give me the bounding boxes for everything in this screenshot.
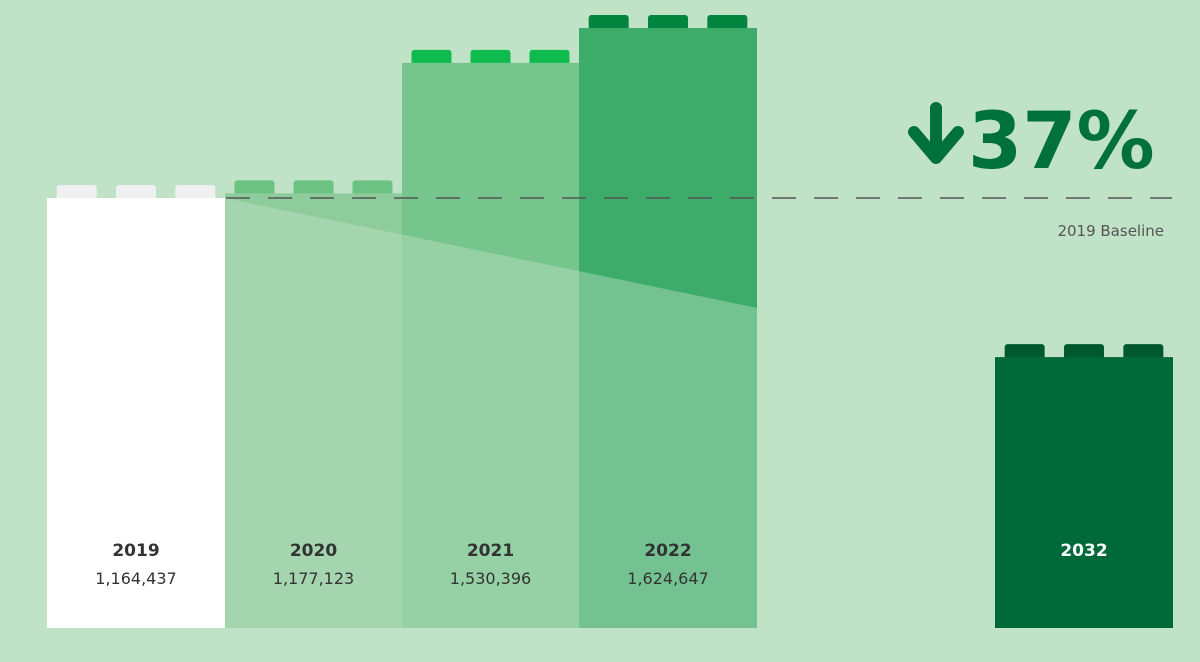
bar-2021 xyxy=(402,62,579,629)
bar-2022 xyxy=(579,28,757,629)
bar-stud-2032-2 xyxy=(1064,344,1104,360)
bar-label-value-2020: 1,177,123 xyxy=(273,569,354,588)
bar-2019 xyxy=(47,198,225,628)
bar-label-year-2020: 2020 xyxy=(290,541,337,561)
bar-label-year-2019: 2019 xyxy=(112,541,159,561)
bar-stud-2022-1 xyxy=(588,15,629,31)
bar-stud-2022-3 xyxy=(707,15,748,31)
reduction-percentage-label: 37% xyxy=(968,97,1155,187)
bar-stud-2021-3 xyxy=(529,49,570,65)
bar-label-value-2022: 1,624,647 xyxy=(627,569,708,588)
bar-label-value-2021: 1,530,396 xyxy=(450,569,531,588)
bar-stud-2019-2 xyxy=(116,185,156,200)
bar-stud-2019-1 xyxy=(56,185,97,200)
bar-2032 xyxy=(995,357,1173,628)
down-arrow-icon xyxy=(908,102,964,164)
bar-stud-2032-3 xyxy=(1123,344,1164,360)
bar-stud-2021-1 xyxy=(411,49,452,65)
reduction-trend-wedge xyxy=(225,198,995,628)
bar-stud-2032-1 xyxy=(1004,344,1045,360)
bar-stud-2022-2 xyxy=(648,15,688,31)
bar-stud-2020-3 xyxy=(352,180,393,196)
bar-label-value-2019: 1,164,437 xyxy=(95,569,176,588)
bar-2020 xyxy=(225,193,402,628)
bar-stud-2020-1 xyxy=(234,180,275,196)
bar-label-year-2032: 2032 xyxy=(1060,541,1107,561)
bar-label-year-2022: 2022 xyxy=(644,541,691,561)
bar-stud-2019-3 xyxy=(175,185,216,200)
baseline-label: 2019 Baseline xyxy=(1057,222,1164,240)
bar-stud-2021-2 xyxy=(470,49,511,65)
bar-stud-2020-2 xyxy=(293,180,334,196)
bar-label-year-2021: 2021 xyxy=(467,541,514,561)
